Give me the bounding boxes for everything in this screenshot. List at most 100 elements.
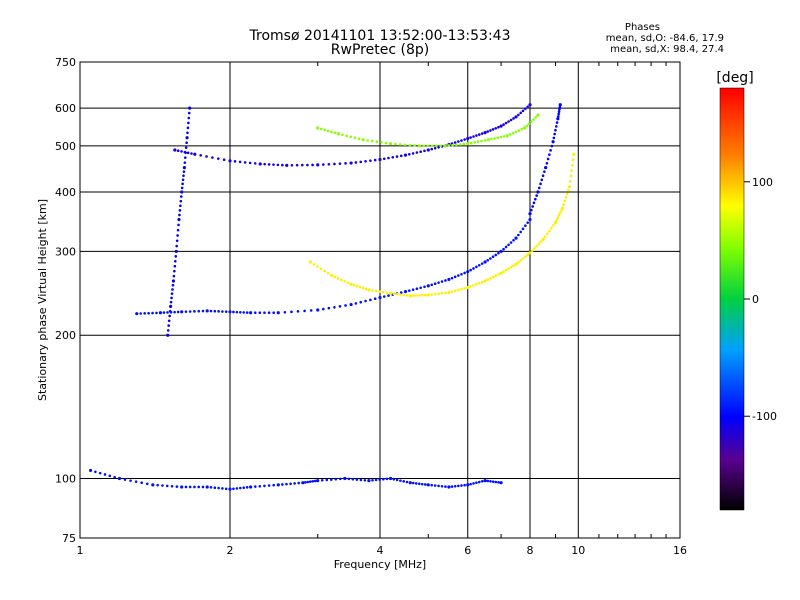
trace-marker xyxy=(187,116,191,120)
data-point xyxy=(486,138,490,142)
trace-marker xyxy=(382,295,386,298)
data-point xyxy=(388,476,393,481)
trace-marker xyxy=(176,228,180,232)
trace-marker xyxy=(330,130,333,134)
trace-marker xyxy=(512,117,515,120)
trace-marker xyxy=(502,123,505,126)
trace-marker xyxy=(497,273,500,276)
trace-marker xyxy=(399,293,402,296)
trace-marker xyxy=(311,480,315,483)
trace-marker xyxy=(176,310,180,314)
trace-marker xyxy=(451,143,454,147)
data-point xyxy=(528,212,532,216)
trace-marker xyxy=(171,288,174,291)
trace-marker xyxy=(537,186,541,190)
trace-marker xyxy=(558,105,562,109)
trace-marker xyxy=(217,310,220,313)
trace-marker xyxy=(187,121,190,125)
trace-marker xyxy=(313,479,317,483)
data-point xyxy=(466,483,470,487)
data-point xyxy=(447,290,451,295)
data-point xyxy=(301,481,305,485)
trace-marker xyxy=(545,161,549,165)
trace-marker xyxy=(168,309,172,313)
trace-marker xyxy=(180,150,183,153)
trace-marker xyxy=(486,130,490,133)
trace-marker xyxy=(300,163,304,167)
trace-marker xyxy=(491,128,495,131)
data-point xyxy=(343,476,347,481)
trace-marker xyxy=(453,484,457,488)
trace-marker xyxy=(168,314,171,318)
trace-marker xyxy=(344,162,347,165)
trace-marker xyxy=(473,141,476,144)
trace-marker xyxy=(358,285,362,289)
trace-marker xyxy=(420,293,424,297)
trace-marker xyxy=(391,156,395,159)
data-point xyxy=(505,134,509,138)
trace-marker xyxy=(457,140,460,143)
trace-marker xyxy=(490,137,493,141)
trace-marker xyxy=(333,162,336,166)
data-point xyxy=(228,159,232,163)
trace-marker xyxy=(553,132,556,136)
trace-marker xyxy=(497,251,500,255)
trace-marker xyxy=(469,268,472,272)
trace-marker xyxy=(392,477,396,481)
data-points xyxy=(88,103,576,491)
data-point xyxy=(180,485,184,489)
data-point xyxy=(426,148,430,152)
trace-marker xyxy=(190,152,193,155)
data-point xyxy=(258,162,262,166)
trace-marker xyxy=(193,485,196,489)
trace-marker xyxy=(371,289,374,292)
trace-marker xyxy=(325,478,329,482)
trace-marker xyxy=(179,204,182,208)
trace-marker xyxy=(174,259,177,263)
trace-marker xyxy=(526,221,529,224)
trace-marker xyxy=(494,253,498,257)
data-point xyxy=(276,483,280,487)
trace-marker xyxy=(440,291,444,295)
trace-marker xyxy=(494,480,498,484)
trace-marker xyxy=(147,311,150,315)
trace-marker xyxy=(476,140,480,144)
trace-marker xyxy=(540,178,544,182)
trace-marker xyxy=(447,144,451,147)
trace-marker xyxy=(387,294,390,297)
x-tick-label: 2 xyxy=(227,544,234,557)
trace-marker xyxy=(213,486,217,489)
trace-marker xyxy=(480,132,484,135)
trace-marker xyxy=(170,484,174,488)
data-point xyxy=(349,282,353,286)
trace-marker xyxy=(433,282,437,285)
colorbar-tick-label: 0 xyxy=(752,293,759,306)
series-5 xyxy=(88,468,503,491)
trace-marker xyxy=(497,481,500,484)
trace-marker xyxy=(178,209,182,212)
trace-marker xyxy=(316,265,319,268)
data-point xyxy=(408,481,412,485)
trace-marker xyxy=(179,199,183,203)
trace-marker xyxy=(422,144,426,148)
trace-marker xyxy=(170,296,173,300)
trace-marker xyxy=(355,478,359,481)
trace-marker xyxy=(258,311,262,315)
data-point xyxy=(403,290,408,294)
trace-marker xyxy=(238,160,242,164)
trace-marker xyxy=(483,139,487,142)
trace-marker xyxy=(369,159,372,162)
trace-marker xyxy=(563,199,567,203)
trace-marker xyxy=(272,483,275,487)
trace-marker xyxy=(323,269,326,273)
data-point xyxy=(193,152,197,156)
data-point xyxy=(560,206,565,210)
data-point xyxy=(185,136,189,140)
trace-marker xyxy=(161,484,164,487)
trace-marker xyxy=(417,294,421,297)
trace-marker xyxy=(320,478,324,482)
chart-title: Tromsø 20141101 13:52:00-13:53:43 xyxy=(249,28,511,44)
trace-marker xyxy=(306,163,309,167)
trace-marker xyxy=(517,233,520,237)
trace-marker xyxy=(444,485,447,488)
